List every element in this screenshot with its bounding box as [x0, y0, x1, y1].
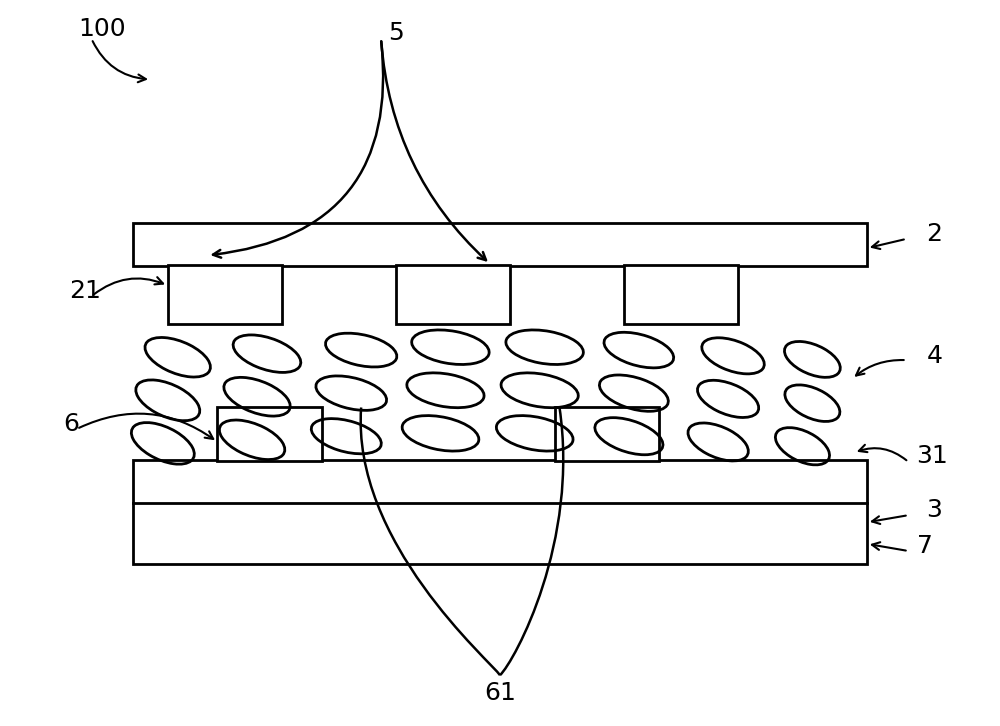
Text: 2: 2: [926, 222, 942, 246]
Bar: [555, 407, 659, 461]
Text: 31: 31: [917, 444, 948, 468]
Bar: [396, 265, 510, 324]
Text: 3: 3: [926, 498, 942, 522]
Bar: [133, 460, 867, 564]
Text: 6: 6: [64, 412, 80, 436]
Text: 4: 4: [926, 344, 942, 368]
Bar: [217, 407, 322, 461]
Bar: [133, 223, 867, 266]
Text: 7: 7: [917, 534, 932, 558]
Bar: [624, 265, 738, 324]
Text: 61: 61: [484, 681, 516, 705]
Text: 5: 5: [388, 21, 404, 45]
Text: 100: 100: [79, 17, 126, 41]
Bar: [168, 265, 282, 324]
Text: 21: 21: [69, 280, 101, 303]
